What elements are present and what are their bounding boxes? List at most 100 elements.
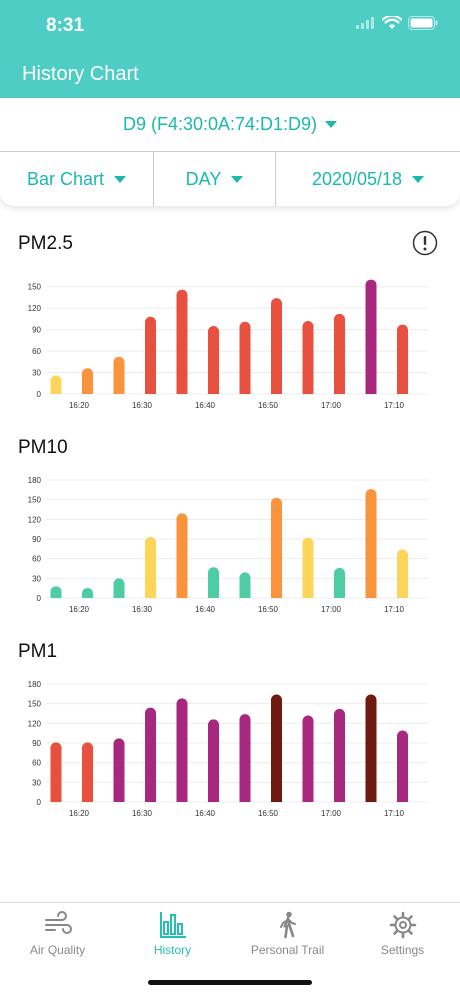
x-tick-label: 17:00 [321, 809, 342, 818]
chart-bar[interactable] [176, 289, 188, 394]
home-indicator [148, 980, 312, 985]
chart-bar[interactable] [397, 549, 408, 598]
y-tick-label: 0 [37, 798, 42, 807]
chart-bar[interactable] [208, 326, 219, 394]
chart-bar[interactable] [271, 298, 282, 394]
chart-bar[interactable] [145, 316, 156, 394]
x-tick-label: 17:10 [384, 809, 405, 818]
y-tick-label: 150 [28, 496, 42, 505]
pm1-chart: 0 30 60 90 120 150 180 16:20 16:30 16:40 16:50 17:0… [28, 680, 428, 818]
x-tick-label: 17:00 [321, 401, 342, 410]
chart-bar[interactable] [365, 489, 377, 598]
chart-bar[interactable] [302, 715, 314, 802]
tab-label: Settings [380, 943, 425, 957]
x-tick-label: 17:00 [321, 605, 342, 614]
info-icon[interactable] [412, 230, 438, 256]
chart-bar[interactable] [239, 714, 251, 802]
chart-bar[interactable] [334, 567, 345, 598]
chart-bar[interactable] [176, 513, 188, 598]
chart-bar[interactable] [113, 738, 125, 802]
x-tick-label: 16:30 [132, 809, 153, 818]
pm25-chart-title: PM2.5 [18, 233, 73, 254]
battery-icon [408, 16, 438, 30]
chart-bar[interactable] [397, 324, 408, 394]
tab-label: History [153, 943, 192, 957]
y-tick-label: 180 [28, 680, 42, 689]
chart-bar[interactable] [176, 698, 188, 802]
chart-bar[interactable] [82, 742, 93, 802]
y-tick-label: 120 [28, 719, 42, 728]
bar-chart-icon [159, 912, 186, 938]
chart-bar[interactable] [302, 537, 314, 598]
y-tick-label: 90 [32, 739, 41, 748]
chart-type-selector[interactable]: Bar Chart [0, 152, 153, 206]
status-icons [356, 16, 438, 30]
chart-bar[interactable] [397, 730, 408, 802]
tab-personal-trail[interactable]: Personal Trail [230, 903, 345, 973]
y-tick-label: 30 [32, 369, 41, 378]
caret-down-icon [325, 121, 338, 128]
chart-bar[interactable] [113, 356, 125, 394]
period-selector[interactable]: DAY [153, 152, 275, 206]
selector-panel: D9 (F4:30:0A:74:D1:D9) Bar Chart DAY 202… [0, 98, 460, 206]
chart-bar[interactable] [239, 321, 251, 394]
y-tick-label: 120 [28, 515, 42, 524]
wind-icon [44, 911, 72, 934]
pm10-chart: 0 30 60 90 120 150 180 16:20 16:30 16:40 16:50 17:0… [28, 476, 428, 614]
chart-bar[interactable] [113, 578, 125, 598]
chart-bar[interactable] [82, 368, 93, 394]
pm1-chart-title: PM1 [18, 641, 58, 662]
chart-bar[interactable] [145, 537, 156, 598]
chart-bar[interactable] [365, 279, 377, 394]
tab-settings[interactable]: Settings [345, 903, 460, 973]
date-selector[interactable]: 2020/05/18 [275, 152, 460, 206]
x-tick-label: 17:10 [384, 605, 405, 614]
device-label: D9 (F4:30:0A:74:D1:D9) [122, 114, 318, 134]
pm10-chart-title: PM10 [18, 437, 68, 458]
chart-bar[interactable] [208, 719, 219, 802]
x-tick-label: 16:20 [69, 605, 90, 614]
x-tick-label: 16:40 [195, 809, 216, 818]
y-tick-label: 0 [37, 594, 42, 603]
tab-air-quality[interactable]: Air Quality [0, 903, 115, 973]
chart-bar[interactable] [50, 586, 62, 598]
chart-bar[interactable] [82, 588, 93, 598]
y-tick-label: 90 [32, 326, 41, 335]
chart-bar[interactable] [50, 375, 62, 394]
chart-bar[interactable] [145, 707, 156, 802]
x-tick-label: 16:50 [258, 401, 279, 410]
walking-person-icon [279, 911, 296, 939]
x-tick-label: 16:40 [195, 605, 216, 614]
chart-bar[interactable] [50, 742, 62, 802]
y-tick-label: 60 [32, 555, 41, 564]
tab-label: Air Quality [29, 943, 86, 957]
chart-bar[interactable] [271, 694, 282, 802]
y-tick-label: 30 [32, 778, 41, 787]
caret-down-icon [412, 175, 425, 183]
chart-bar[interactable] [271, 497, 282, 598]
y-tick-label: 150 [28, 283, 42, 292]
signal-icon [356, 17, 374, 29]
y-tick-label: 180 [28, 476, 42, 485]
gear-icon [389, 911, 416, 939]
x-tick-label: 16:50 [258, 605, 279, 614]
y-tick-label: 60 [32, 759, 41, 768]
pm25-chart: 0 30 60 90 120 150 16:20 16:30 16:40 16:50 17:00 17… [28, 279, 428, 410]
period-label: DAY [185, 168, 222, 189]
chart-bar[interactable] [302, 321, 314, 394]
chart-bar[interactable] [239, 572, 251, 598]
x-tick-label: 16:30 [132, 605, 153, 614]
chart-bar[interactable] [334, 708, 345, 802]
caret-down-icon [114, 175, 127, 183]
x-tick-label: 16:20 [69, 809, 90, 818]
device-selector[interactable]: D9 (F4:30:0A:74:D1:D9) [0, 98, 460, 152]
x-tick-label: 16:30 [132, 401, 153, 410]
chart-bar[interactable] [334, 313, 345, 394]
chart-bar[interactable] [365, 694, 377, 802]
x-tick-label: 16:40 [195, 401, 216, 410]
page-title: History Chart [22, 63, 139, 85]
x-tick-label: 16:50 [258, 809, 279, 818]
chart-bar[interactable] [208, 567, 219, 598]
y-tick-label: 30 [32, 574, 41, 583]
tab-history[interactable]: History [115, 903, 230, 973]
